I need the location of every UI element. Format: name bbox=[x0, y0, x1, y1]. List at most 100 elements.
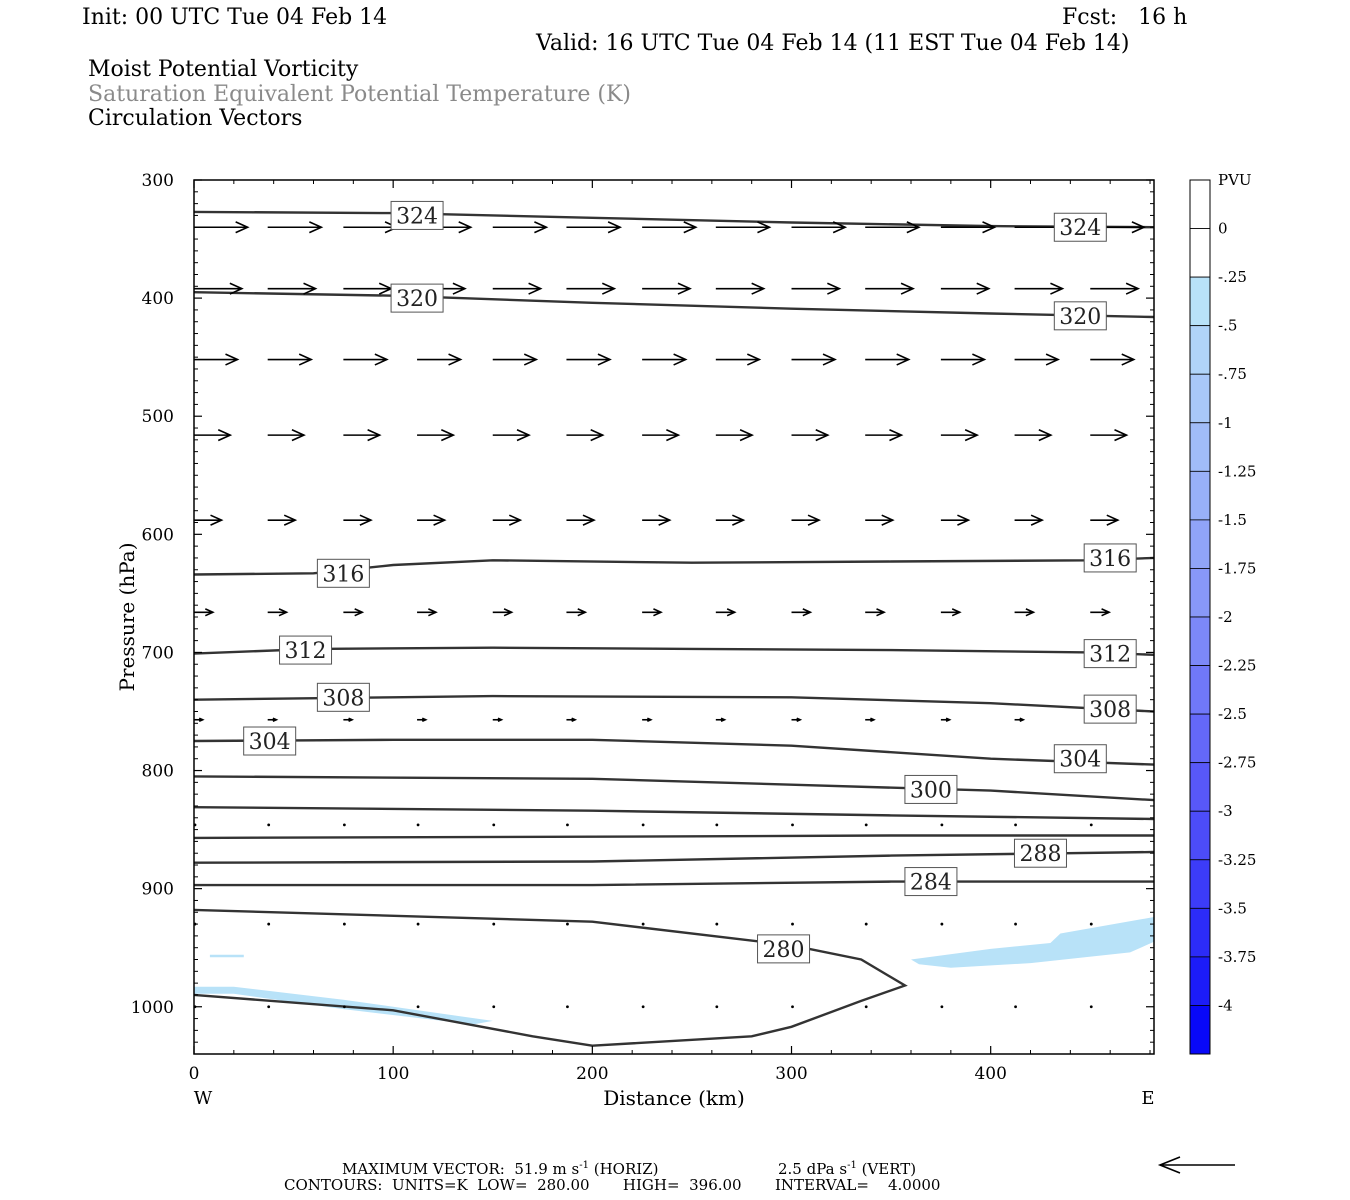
colorbar-label: -2.25 bbox=[1218, 657, 1256, 675]
circulation-vector bbox=[267, 282, 318, 295]
vector-dot bbox=[641, 1005, 645, 1009]
circulation-vector bbox=[267, 221, 324, 234]
circulation-vector bbox=[715, 922, 719, 926]
vector-head bbox=[1101, 608, 1112, 617]
contour-label: 316 bbox=[1089, 547, 1131, 572]
circulation-vector bbox=[791, 353, 837, 366]
circulation-vector bbox=[791, 221, 848, 234]
circulation-vector bbox=[492, 514, 523, 526]
circulation-vector bbox=[267, 823, 271, 827]
colorbar-swatch bbox=[1189, 907, 1211, 958]
vector-head bbox=[906, 221, 921, 234]
vector-head bbox=[577, 608, 588, 617]
contour-label-box bbox=[1083, 694, 1137, 724]
vector-head bbox=[807, 514, 822, 526]
circulation-vector bbox=[791, 1005, 794, 1009]
circulation-vector bbox=[492, 922, 496, 926]
circulation-vector bbox=[492, 717, 504, 723]
vector-dot bbox=[940, 1005, 944, 1009]
circulation-vector bbox=[715, 282, 766, 295]
circulation-vector bbox=[1014, 717, 1026, 723]
circulation-vector bbox=[566, 353, 612, 366]
circulation-vector bbox=[343, 608, 365, 617]
vector-dot bbox=[566, 823, 569, 827]
vector-head bbox=[647, 717, 653, 723]
circulation-vector bbox=[416, 823, 420, 827]
colorbar-label: -3.25 bbox=[1218, 851, 1256, 869]
circulation-vector bbox=[641, 823, 645, 827]
contour-label: 312 bbox=[1089, 643, 1131, 668]
circulation-vector bbox=[566, 922, 569, 926]
vector-head bbox=[272, 717, 279, 723]
vector-head bbox=[1045, 353, 1061, 366]
vector-head bbox=[1131, 221, 1146, 234]
vector-head bbox=[607, 221, 623, 234]
x-end-label-west: W bbox=[194, 1088, 213, 1109]
circulation-vector bbox=[940, 221, 997, 234]
circulation-vector bbox=[791, 608, 813, 617]
colorbar-swatch bbox=[1189, 859, 1211, 909]
vector-dot bbox=[864, 823, 868, 827]
colorbar-label: -1 bbox=[1218, 414, 1233, 432]
circulation-vector bbox=[642, 608, 663, 617]
vector-dot bbox=[1014, 823, 1017, 827]
pv-shading-layer bbox=[194, 917, 1154, 1025]
field-shaded-name: Moist Potential Vorticity bbox=[88, 57, 359, 82]
circulation-vector bbox=[940, 514, 971, 526]
contour-label: 308 bbox=[322, 686, 364, 711]
vector-head bbox=[1106, 514, 1120, 526]
colorbar-swatch bbox=[1189, 519, 1211, 569]
colorbar-swatch bbox=[1189, 568, 1211, 618]
max-vector-horizontal: MAXIMUM VECTOR: 51.9 m s-1 (HORIZ) bbox=[342, 1160, 659, 1178]
circulation-vector bbox=[342, 1005, 346, 1009]
vector-dot bbox=[267, 1005, 271, 1009]
vector-head bbox=[683, 221, 698, 234]
circulation-vector bbox=[864, 922, 868, 926]
circulation-vector bbox=[566, 282, 617, 295]
vector-dot bbox=[566, 1005, 569, 1009]
circulation-vector bbox=[1014, 428, 1053, 442]
x-tick-label: 100 bbox=[377, 1064, 409, 1084]
circulation-vector bbox=[417, 717, 428, 723]
colorbar-swatch bbox=[1189, 713, 1211, 764]
contour-line-288 bbox=[193, 850, 1155, 864]
vector-head bbox=[751, 282, 766, 295]
vector-head bbox=[229, 282, 244, 295]
vector-dot bbox=[566, 922, 569, 926]
contour-label: 324 bbox=[396, 204, 438, 229]
vector-head bbox=[601, 282, 617, 295]
circulation-vector bbox=[417, 428, 456, 442]
circulation-vector bbox=[267, 608, 289, 617]
axes-layer: 300 400 500 600 700 800 900 1000 0 100 200 300 400 bbox=[131, 171, 1154, 1084]
circulation-vector bbox=[1089, 1005, 1093, 1009]
contour-line-304 bbox=[193, 738, 1155, 766]
colorbar-label: -2.5 bbox=[1218, 705, 1247, 723]
vector-head bbox=[508, 514, 523, 526]
circulation-vector-layer bbox=[193, 221, 1146, 1009]
contour-label: 312 bbox=[285, 639, 327, 664]
circulation-vector bbox=[343, 428, 382, 442]
circulation-vector bbox=[715, 221, 772, 234]
circulation-vector bbox=[715, 428, 755, 442]
colorbar-label: -4 bbox=[1218, 996, 1233, 1014]
circulation-vector bbox=[492, 282, 543, 295]
x-tick-label: 400 bbox=[974, 1064, 1006, 1084]
contour-line-280 bbox=[193, 908, 908, 1047]
colorbar-swatch bbox=[1189, 762, 1211, 812]
contour-label: 316 bbox=[322, 562, 364, 587]
vector-dot bbox=[492, 823, 496, 827]
valid-time: Valid: 16 UTC Tue 04 Feb 14 (11 EST Tue … bbox=[536, 31, 1130, 56]
vector-head bbox=[278, 608, 289, 617]
contour-label-box bbox=[1053, 212, 1107, 242]
vector-head bbox=[889, 428, 904, 442]
vector-head bbox=[309, 221, 324, 234]
vector-head bbox=[428, 608, 438, 617]
circulation-vector bbox=[492, 1005, 496, 1009]
circulation-vector bbox=[417, 353, 463, 366]
vector-head bbox=[298, 353, 314, 366]
vector-dot bbox=[342, 922, 346, 926]
circulation-vector bbox=[641, 1005, 645, 1009]
colorbar-swatch bbox=[1189, 373, 1211, 424]
vector-head bbox=[982, 221, 997, 234]
circulation-vector bbox=[865, 221, 921, 234]
